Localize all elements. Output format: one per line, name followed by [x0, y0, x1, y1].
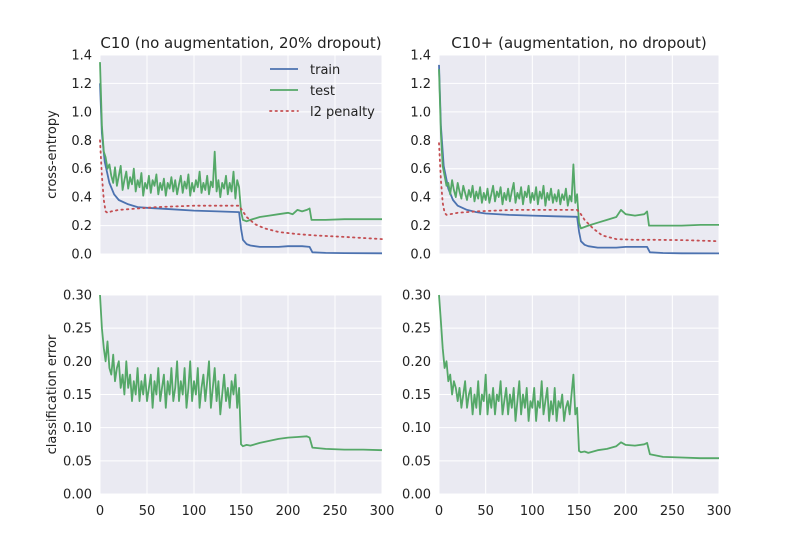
y-tick-label: 0.20 [402, 355, 431, 370]
series-line-test [99, 62, 382, 223]
y-tick-label: 0.25 [63, 322, 92, 337]
y-tick-label: 0.0 [410, 248, 431, 263]
y-tick-label: 1.0 [71, 105, 92, 120]
x-tick-label: 250 [323, 504, 348, 519]
y-tick-label: 0.4 [71, 191, 92, 206]
y-tick-label: 0.10 [63, 421, 92, 436]
y-tick-label: 0.30 [402, 289, 431, 304]
y-tick-label: 0.00 [63, 488, 92, 503]
y-tick-label: 0.6 [410, 162, 431, 177]
x-tick-label: 200 [613, 504, 638, 519]
panel-c10-classification-error: 0.00 0.05 0.10 0.15 0.20 0.25 0.30 0 50 100 150 200… [45, 289, 394, 520]
x-tick-label: 50 [139, 504, 156, 519]
y-axis-label: classification error [45, 334, 60, 454]
y-tick-label: 0.10 [402, 421, 431, 436]
series-line-l2-penalty [438, 142, 720, 243]
x-tick-label: 300 [707, 504, 732, 519]
y-tick-label: 0.25 [402, 322, 431, 337]
chart-title: C10 (no augmentation, 20% dropout) [100, 34, 381, 52]
y-tick-label: 0.0 [71, 248, 92, 263]
y-tick-label: 0.2 [71, 219, 92, 234]
y-tick-label: 0.05 [402, 454, 431, 469]
x-tick-label: 100 [182, 504, 207, 519]
y-tick-label: 0.00 [402, 488, 431, 503]
y-tick-label: 0.15 [402, 388, 431, 403]
x-tick-label: 50 [477, 504, 494, 519]
y-axis-label: cross-entropy [45, 110, 60, 199]
y-tick-label: 0.2 [410, 219, 431, 234]
y-tick-label: 1.0 [410, 105, 431, 120]
y-tick-label: 0.20 [63, 355, 92, 370]
y-tick-label: 1.2 [410, 77, 431, 92]
panel-c10plus-classification-error: 0.00 0.05 0.10 0.15 0.20 0.25 0.30 0 50 100 150 200… [402, 289, 731, 520]
x-tick-label: 0 [435, 504, 443, 519]
legend-label-train: train [310, 63, 340, 78]
legend-label-l2-penalty: l2 penalty [310, 105, 375, 120]
series-line-test [438, 69, 719, 230]
y-tick-label: 0.8 [71, 134, 92, 149]
panel-c10plus-cross-entropy: 0.0 0.2 0.4 0.6 0.8 1.0 1.2 1.4 C10+ (augmentati… [410, 34, 720, 263]
y-tick-label: 0.30 [63, 289, 92, 304]
panel-c10-cross-entropy: 0.0 0.2 0.4 0.6 0.8 1.0 1.2 1.4 C10 (no augmenta… [45, 34, 383, 263]
y-tick-label: 0.6 [71, 162, 92, 177]
x-tick-label: 200 [276, 504, 301, 519]
x-tick-label: 300 [370, 504, 395, 519]
x-tick-label: 150 [229, 504, 254, 519]
y-tick-label: 1.4 [71, 49, 92, 64]
chart-title: C10+ (augmentation, no dropout) [451, 34, 707, 52]
y-tick-label: 1.2 [71, 77, 92, 92]
y-tick-label: 1.4 [410, 49, 431, 64]
x-tick-label: 150 [567, 504, 592, 519]
y-tick-label: 0.05 [63, 454, 92, 469]
y-tick-label: 0.4 [410, 191, 431, 206]
y-tick-label: 0.8 [410, 134, 431, 149]
legend-label-test: test [310, 84, 335, 99]
x-tick-label: 250 [660, 504, 685, 519]
series-line-test [438, 294, 719, 460]
series-line-train [99, 83, 383, 255]
x-tick-label: 100 [520, 504, 545, 519]
x-tick-label: 0 [96, 504, 104, 519]
y-tick-label: 0.15 [63, 388, 92, 403]
series-line-test [99, 294, 383, 452]
series-line-l2-penalty [99, 139, 383, 240]
series-line-train [438, 64, 720, 255]
